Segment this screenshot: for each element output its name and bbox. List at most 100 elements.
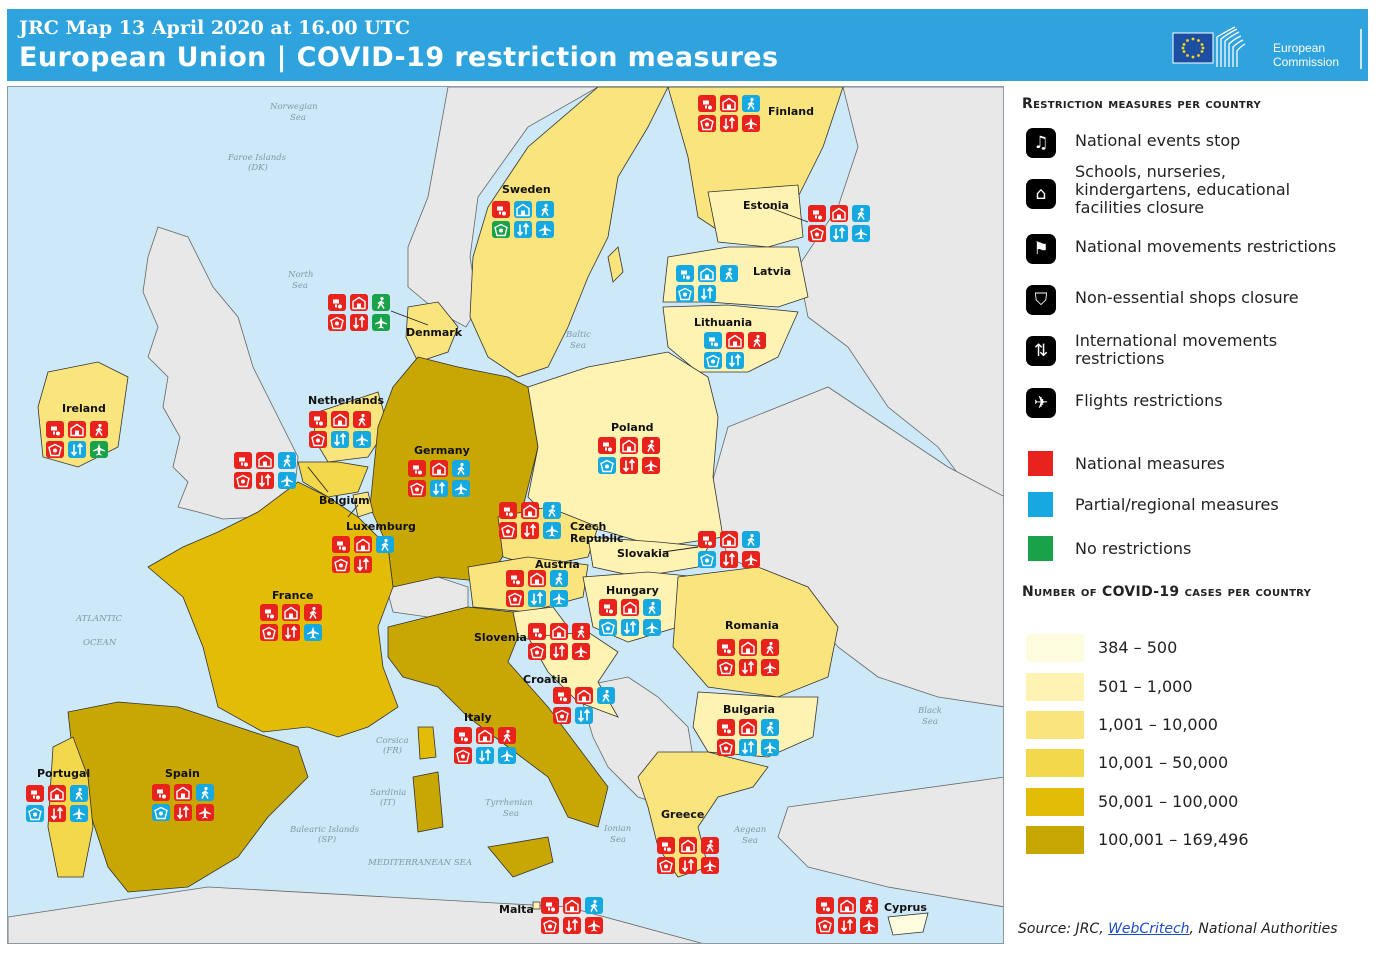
source-suffix: , National Authorities — [1189, 921, 1338, 937]
sea-label: Baltic — [565, 330, 591, 340]
sea-label: Sea — [742, 836, 758, 846]
arrows-icon-badge — [282, 624, 300, 641]
country-label: Malta — [499, 903, 534, 916]
legend-label: No restrictions — [1075, 539, 1192, 558]
country-badge-sweden: Sweden — [492, 183, 554, 238]
sea-label: Sea — [290, 113, 306, 123]
country-badge-estonia: Estonia — [743, 199, 870, 242]
school-icon-badge — [726, 332, 744, 349]
country-badge-luxemburg: Luxemburg — [332, 520, 416, 573]
webcritech-link[interactable]: WebCritech — [1108, 921, 1190, 937]
arrows-icon-badge — [563, 917, 581, 934]
school-icon-badge — [174, 784, 192, 801]
source-prefix: Source: JRC, — [1018, 921, 1109, 937]
sea-label: Tyrrhenian — [485, 798, 533, 808]
country-badge-austria: Austria — [506, 558, 580, 607]
sea-label: Sea — [570, 341, 586, 351]
logo-line-2: Commission — [1273, 55, 1340, 69]
legend-label: Flights restrictions — [1075, 391, 1223, 410]
arrows-icon-badge — [739, 739, 757, 756]
sea-label: OCEAN — [83, 638, 117, 648]
sea-label: Sea — [922, 717, 938, 727]
school-icon-badge — [739, 719, 757, 736]
country-label: Lithuania — [694, 316, 752, 329]
ramp-swatch — [1026, 749, 1084, 777]
ramp-label: 1,001 – 10,000 — [1098, 715, 1218, 734]
school-icon-badge — [739, 639, 757, 656]
country-label: Germany — [414, 444, 470, 457]
european-commission-wordmark: European Commission — [1273, 41, 1339, 69]
sea-label: Black — [917, 706, 942, 716]
map-subtitle: JRC Map 13 April 2020 at 16.00 UTC — [19, 17, 411, 39]
arrows-icon-badge — [726, 352, 744, 369]
ramp-swatch — [1026, 634, 1084, 662]
country-label: Sweden — [502, 183, 551, 196]
sea-label: Sea — [610, 835, 626, 845]
shop-icon: ⛉ — [1026, 285, 1056, 315]
country-badge-finland: Finland — [698, 95, 814, 132]
map-title: European Union | COVID-19 restriction me… — [19, 42, 779, 73]
country-label: Romania — [725, 619, 779, 632]
arrows-icon-badge — [350, 314, 368, 331]
arrows-icon-badge — [838, 917, 856, 934]
sea-label: Sardinia — [370, 788, 406, 798]
arrows-icon-badge — [620, 457, 638, 474]
country-label: Belgium — [319, 494, 370, 507]
sea-label: Ionian — [603, 824, 631, 834]
legend-label: Schools, nurseries, kindergartens, educa… — [1075, 162, 1291, 217]
sea-label: Norwegian — [269, 102, 318, 112]
sea-label: MEDITERRANEAN SEA — [367, 858, 472, 868]
country-badge-slovenia: Slovenia — [474, 623, 590, 660]
europe-map: Norwegian Sea Faroe Islands (DK) North S… — [7, 86, 1004, 944]
school-icon-badge — [430, 460, 448, 477]
legend-label: Non-essential shops closure — [1075, 288, 1299, 307]
arrows-icon-badge — [528, 590, 546, 607]
cases-legend-title: Number of COVID-19 cases per country — [1022, 584, 1312, 600]
ramp-label: 10,001 – 50,000 — [1098, 753, 1229, 772]
school-icon-badge — [354, 536, 372, 553]
arrows-icon-badge — [174, 804, 192, 821]
country-badge-spain: Spain — [152, 767, 214, 821]
school-icon: ⌂ — [1026, 179, 1056, 209]
country-label: Spain — [165, 767, 200, 780]
country-badge-france: France — [260, 589, 322, 641]
sea-label: Aegean — [733, 825, 766, 835]
sea-label: ATLANTIC — [75, 614, 123, 624]
sea-label: (FR) — [383, 745, 402, 756]
measures-legend-title: Restriction measures per country — [1022, 96, 1262, 112]
arrows-icon-badge — [430, 480, 448, 497]
country-label: Slovenia — [474, 631, 527, 644]
ramp-swatch — [1026, 673, 1084, 701]
plane-icon: ✈ — [1026, 388, 1056, 418]
arrows-icon-badge — [720, 115, 738, 132]
arrows-icon-badge — [830, 225, 848, 242]
arrows-icon-badge — [679, 857, 697, 874]
country-label: Netherlands — [308, 394, 385, 407]
country-badge-poland: Poland — [598, 421, 660, 474]
country-badge-germany: Germany — [408, 444, 470, 497]
legend-label: Partial/regional measures — [1075, 495, 1279, 514]
legend-label: National events stop — [1075, 131, 1241, 150]
walking-icon: ⚑ — [1026, 234, 1056, 264]
school-icon-badge — [550, 623, 568, 640]
arrows-icon-badge — [575, 707, 593, 724]
country-measures: Finland Sweden Estonia Latvia Lithuania Denma… — [26, 95, 927, 934]
country-label: Cyprus — [884, 901, 927, 914]
european-commission-logo — [1172, 26, 1362, 69]
partial-swatch — [1028, 492, 1053, 517]
arrows-icon-badge — [550, 643, 568, 660]
school-icon-badge — [514, 201, 532, 218]
country-badge-latvia: Latvia — [676, 265, 791, 302]
sea-label: (SP) — [318, 834, 336, 845]
ramp-swatch — [1026, 711, 1084, 739]
country-badge-greece: Greece — [657, 808, 719, 874]
country-label: Poland — [611, 421, 654, 434]
sea-label: Corsica — [376, 736, 409, 746]
school-icon-badge — [720, 531, 738, 548]
country-badge-malta: Malta — [499, 897, 603, 934]
national-swatch — [1028, 451, 1053, 476]
sea-label: (DK) — [248, 162, 268, 173]
leader-lines — [307, 206, 809, 553]
sea-label: Faroe Islands — [227, 153, 287, 163]
school-icon-badge — [620, 437, 638, 454]
